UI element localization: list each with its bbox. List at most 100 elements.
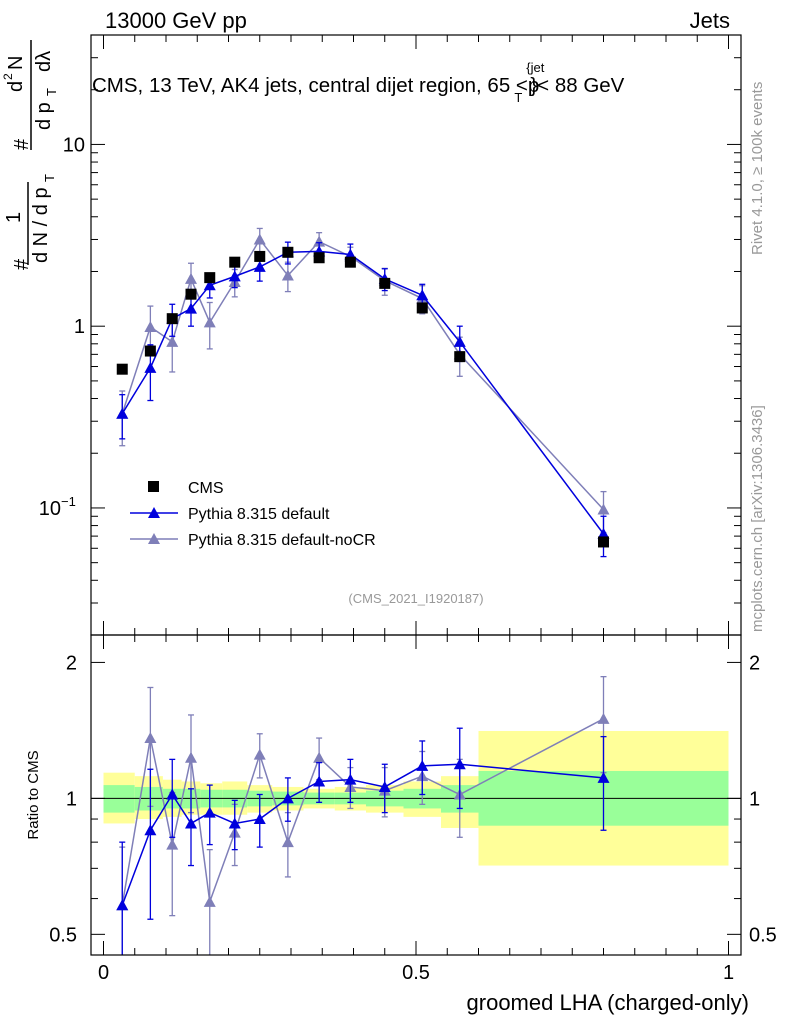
ratio-line-nocr: [121, 718, 604, 906]
series-line-nocr: [121, 238, 605, 511]
main-title-sub: T: [514, 90, 522, 105]
main-ytick-label: 10: [63, 134, 85, 156]
analysis-id: (CMS_2021_I1920187): [348, 591, 483, 606]
ratio-point-default: [597, 771, 610, 783]
main-title-sup: {jet: [526, 60, 544, 75]
ratio-ytick-label-left: 0.5: [49, 924, 77, 946]
ratio-ytick-label-right: 1: [749, 788, 760, 810]
main-title-p: p: [528, 74, 539, 97]
data-point-cms: [204, 272, 216, 284]
main-ytick-label: 1: [74, 316, 85, 338]
ratio-point-default: [416, 759, 429, 771]
data-point-nocr: [185, 272, 197, 284]
ratio-ytick-label-right: 2: [749, 652, 760, 674]
main-title-prefix: CMS, 13 TeV, AK4 jets, central dijet reg…: [92, 74, 528, 97]
data-point-nocr: [597, 503, 610, 515]
ratio-point-nocr: [203, 895, 216, 907]
ylabel-den: d N / d p: [30, 187, 52, 263]
ratio-ytick-label-right: 0.5: [749, 924, 777, 946]
ratio-xtick-label: 0: [98, 962, 109, 984]
ratio-ticks: 2 2 1 1 0.5 0.5 0 0.5 1: [49, 635, 777, 984]
data-point-nocr: [253, 233, 266, 245]
data-point-cms: [144, 345, 156, 357]
ylabel-den-2: d p: [33, 102, 55, 130]
data-point-default: [144, 361, 157, 373]
data-point-default: [116, 407, 129, 419]
data-point-cms: [282, 246, 294, 258]
ratio-xlabel: groomed LHA (charged-only): [467, 990, 749, 1015]
data-point-default: [253, 260, 266, 272]
data-point-default: [597, 527, 610, 539]
data-point-nocr: [281, 269, 294, 281]
ratio-point-nocr: [313, 751, 326, 763]
data-point-default: [453, 335, 466, 347]
main-ytick-label-sup: −1: [61, 494, 76, 509]
main-series-layer: [116, 227, 610, 558]
legend: CMS Pythia 8.315 default Pythia 8.315 de…: [130, 480, 376, 549]
ratio-point-default: [313, 775, 326, 787]
ratio-point-nocr: [185, 751, 197, 763]
legend-marker-nocr: [148, 533, 160, 544]
ratio-point-default: [228, 817, 241, 829]
ylabel-den-lambda: dλ: [33, 51, 55, 72]
ylabel-num-sup: 2: [1, 73, 15, 80]
legend-marker-default: [148, 507, 160, 518]
ratio-point-default: [185, 817, 197, 829]
ratio-point-nocr: [281, 836, 294, 848]
main-title-suffix: }< 88 GeV: [530, 74, 624, 97]
ratio-point-nocr: [597, 712, 610, 724]
data-point-cms: [598, 536, 609, 548]
ratio-point-default: [116, 899, 129, 911]
data-point-cms: [166, 313, 178, 325]
data-point-nocr: [203, 316, 216, 328]
data-point-cms: [185, 288, 197, 300]
ylabel-hash-2: #: [11, 138, 33, 150]
legend-label-default: Pythia 8.315 default: [188, 506, 330, 523]
ylabel-num-N: N: [5, 56, 27, 70]
ylabel-one: 1: [3, 212, 25, 223]
data-point-nocr: [313, 235, 326, 247]
data-point-cms: [116, 363, 128, 375]
ylabel-num-d: d: [5, 81, 27, 92]
legend-label-nocr: Pythia 8.315 default-noCR: [188, 532, 376, 549]
data-point-default: [228, 270, 241, 282]
main-ylabel: # 1 d N / d p T # d 2 N d p T dλ: [1, 40, 59, 270]
ratio-point-default: [344, 773, 357, 785]
data-point-cms: [229, 256, 241, 268]
header-right-label: Jets: [690, 8, 730, 33]
data-point-cms: [254, 250, 266, 262]
ratio-ylabel: Ratio to CMS: [25, 750, 42, 839]
data-point-default: [416, 289, 429, 301]
ratio-point-default: [166, 788, 179, 800]
ratio-ytick-label-left: 1: [66, 788, 77, 810]
ratio-point-default: [203, 806, 216, 818]
data-point-cms: [416, 302, 428, 314]
ratio-panel: 2 2 1 1 0.5 0.5 0 0.5 1 Ratio to CMS groomed LHA…: [25, 634, 777, 1015]
data-point-nocr: [166, 335, 179, 347]
ratio-xtick-label: 1: [723, 962, 734, 984]
main-title: CMS, 13 TeV, AK4 jets, central dijet reg…: [92, 60, 625, 105]
ratio-ytick-label-left: 2: [66, 652, 77, 674]
data-point-cms: [313, 252, 325, 264]
ratio-point-nocr: [166, 838, 179, 850]
legend-label-cms: CMS: [188, 480, 224, 497]
ratio-point-nocr: [144, 732, 157, 744]
main-ytick-label: 10: [39, 498, 61, 520]
ratio-point-default: [144, 824, 157, 836]
mcplots-label: mcplots.cern.ch [arXiv:1306.3436]: [749, 405, 766, 632]
ratio-series-layer: [116, 675, 610, 955]
data-point-default: [185, 302, 197, 314]
data-point-cms: [454, 351, 466, 363]
header-left-label: 13000 GeV pp: [105, 8, 247, 33]
data-point-cms: [344, 256, 356, 268]
ratio-point-nocr: [253, 748, 266, 760]
ratio-point-default: [378, 780, 391, 792]
ylabel-den-2-sub: T: [44, 88, 59, 96]
data-point-default: [203, 279, 216, 291]
ylabel-den-sub: T: [42, 174, 57, 182]
ratio-point-default: [453, 758, 466, 770]
data-point-cms: [379, 277, 391, 289]
data-point-nocr: [144, 320, 157, 332]
